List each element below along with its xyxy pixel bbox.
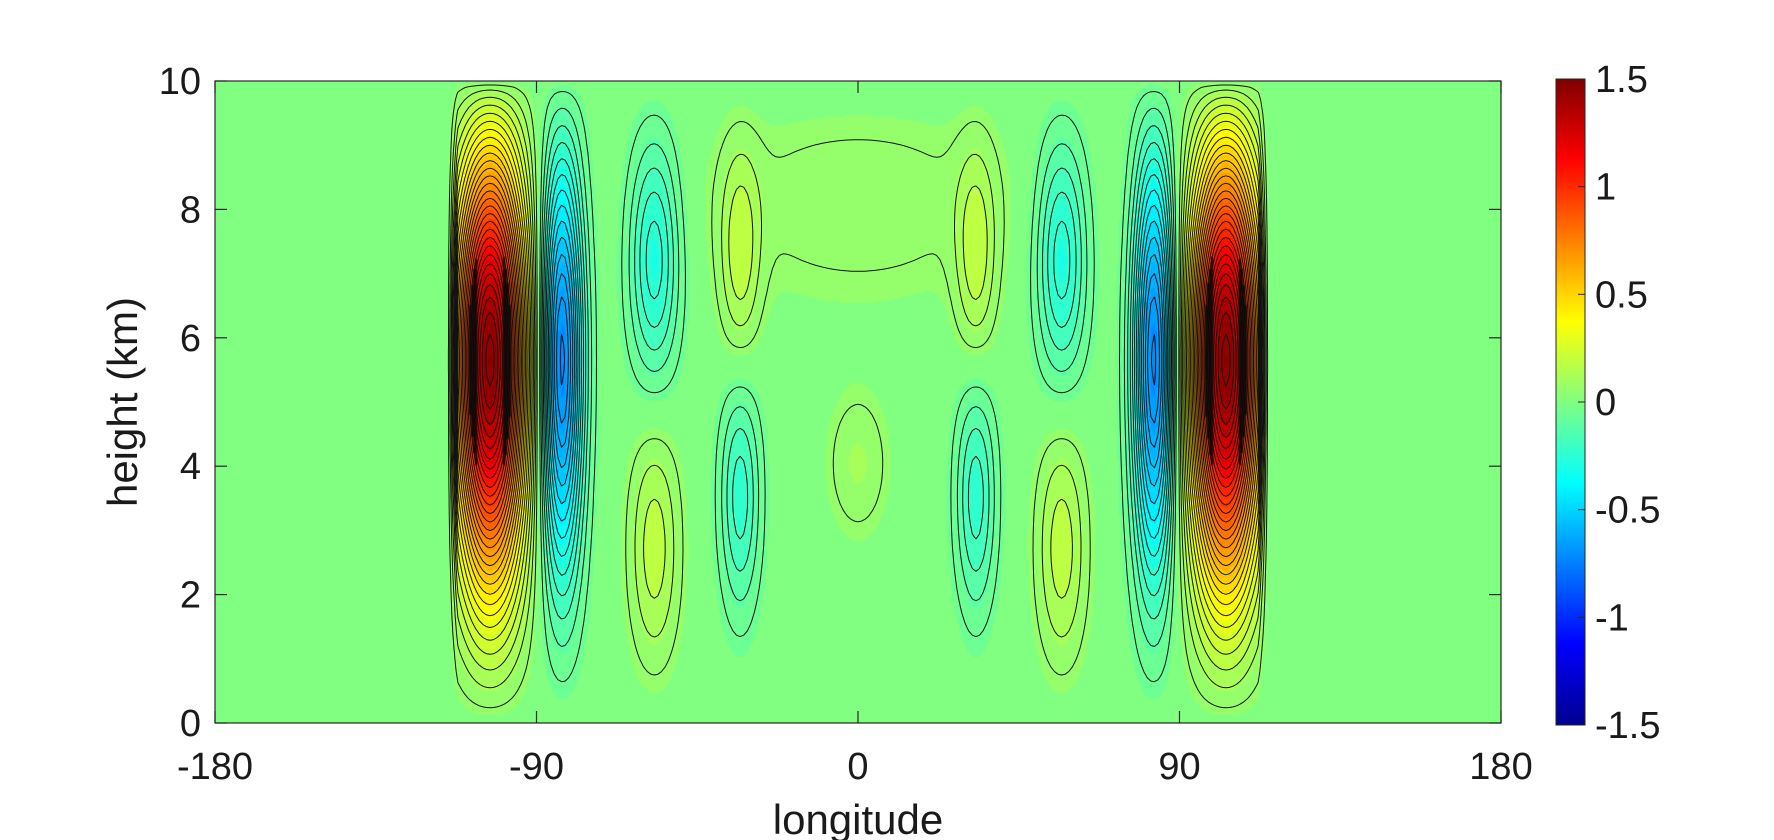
- x-axis-label: longitude: [773, 796, 943, 840]
- contour-line: [550, 236, 1166, 487]
- contour-line: [556, 296, 1160, 424]
- x-tick-label: -90: [509, 746, 564, 788]
- contour-line: [466, 220, 1250, 506]
- colorbar-tick-label: -1.5: [1595, 705, 1660, 747]
- contour-line: [464, 213, 1252, 515]
- contour-line: [545, 173, 1171, 557]
- contour-line: [542, 141, 1174, 597]
- colorbar-tick-label: 1: [1595, 167, 1616, 209]
- contour-line: [552, 253, 1164, 469]
- y-tick-label: 0: [180, 703, 201, 745]
- heatmap-field: [215, 81, 1501, 723]
- contour-line: [546, 189, 1170, 539]
- contour-line: [559, 333, 1157, 386]
- contour-line: [463, 205, 1253, 523]
- colorbar-tick-label: 0.5: [1595, 274, 1648, 316]
- colorbar: -1.5 -1 -0.5 0 0.5 1 1.5: [1555, 59, 1660, 747]
- contour-line: [479, 296, 1237, 425]
- contour-line: [469, 236, 1247, 489]
- y-tick-label: 6: [180, 318, 201, 360]
- colorbar-tick-label: -0.5: [1595, 490, 1660, 532]
- contour-line: [544, 158, 1172, 576]
- heatmap-image: [215, 81, 1501, 723]
- x-tick-label: -180: [177, 746, 253, 788]
- contour-line: [485, 334, 1231, 387]
- plot-area: -180 -90 0 90 180 0 2 4 6 8 10: [159, 61, 1533, 788]
- y-axis-ticks: 0 2 4 6 8 10: [159, 61, 1501, 745]
- contour-line: [449, 89, 1267, 689]
- x-tick-label: 90: [1158, 746, 1200, 788]
- contour-line: [456, 160, 1260, 576]
- x-tick-label: 0: [847, 746, 868, 788]
- contour-line: [460, 190, 1256, 540]
- contour-line: [481, 311, 1235, 410]
- contour-line: [455, 144, 1261, 595]
- contour-line: [456, 167, 1260, 567]
- y-tick-label: 8: [180, 189, 201, 231]
- contour-line: [547, 204, 1169, 522]
- y-tick-label: 10: [159, 61, 201, 103]
- colorbar-ticks: -1.5 -1 -0.5 0 0.5 1 1.5: [1578, 59, 1660, 747]
- contour-line: [477, 284, 1239, 438]
- contour-line: [447, 84, 1269, 709]
- colorbar-tick-label: -1: [1595, 597, 1629, 639]
- contour-line: [455, 152, 1261, 585]
- contour-line: [472, 254, 1244, 470]
- x-tick-label: 180: [1469, 746, 1532, 788]
- contour-line: [453, 128, 1263, 617]
- contour-line: [470, 245, 1246, 479]
- colorbar-tick-label: 0: [1595, 382, 1616, 424]
- contour-line: [549, 220, 1167, 505]
- contour-line: [452, 120, 1264, 628]
- contour-line: [459, 182, 1257, 549]
- contour-line: [539, 91, 1177, 683]
- y-tick-label: 4: [180, 446, 201, 488]
- contour-line: [457, 175, 1259, 558]
- contour-lines: [447, 84, 1269, 709]
- contour-line: [540, 107, 1176, 647]
- y-axis-label: height (km): [99, 297, 146, 507]
- contour-line: [454, 136, 1262, 606]
- contour-line: [541, 125, 1175, 620]
- contour-line: [462, 197, 1254, 532]
- x-axis-ticks: -180 -90 0 90 180: [177, 81, 1533, 788]
- contour-line: [473, 263, 1243, 460]
- colorbar-tick-label: 1.5: [1595, 59, 1648, 101]
- contour-line: [452, 112, 1264, 641]
- contour-line: [475, 273, 1241, 450]
- contour-line: [553, 273, 1163, 448]
- contour-line: [450, 96, 1266, 671]
- contour-line: [467, 228, 1249, 497]
- contour-line: [451, 104, 1265, 655]
- y-tick-label: 2: [180, 575, 201, 617]
